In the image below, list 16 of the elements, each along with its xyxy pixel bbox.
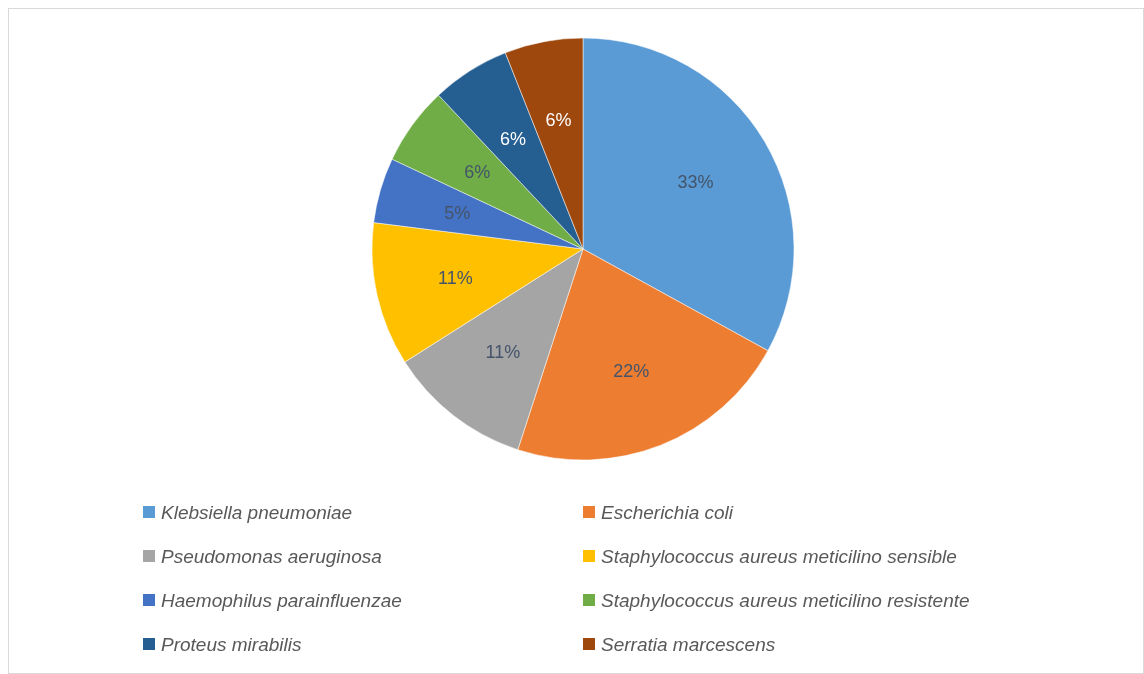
data-label: 6%	[545, 110, 572, 131]
data-label: 11%	[437, 267, 473, 288]
legend-label: Pseudomonas aeruginosa	[161, 545, 382, 567]
data-label: 22%	[613, 360, 650, 381]
data-label: 33%	[677, 172, 714, 193]
data-label: 6%	[464, 162, 491, 183]
legend-label: Staphylococcus aureus meticilino resistente	[601, 589, 970, 611]
data-label: 5%	[444, 202, 471, 223]
legend-label: Staphylococcus aureus meticilino sensible	[601, 545, 957, 567]
legend-label: Klebsiella pneumoniae	[161, 501, 353, 523]
data-label: 6%	[499, 128, 526, 149]
data-label: 11%	[485, 342, 521, 363]
legend-label: Proteus mirabilis	[161, 633, 302, 655]
legend-label: Escherichia coli	[601, 501, 734, 523]
legend-label: Haemophilus parainfluenzae	[161, 589, 402, 611]
legend-label: Serratia marcescens	[601, 633, 776, 655]
